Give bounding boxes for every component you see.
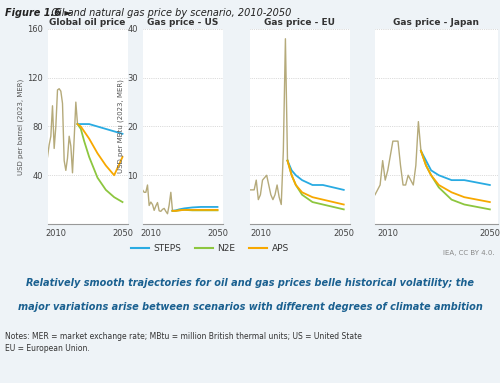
Title: Global oil price: Global oil price xyxy=(50,18,126,27)
Legend: STEPS, N2E, APS: STEPS, N2E, APS xyxy=(128,240,292,257)
Y-axis label: USD per barrel (2023, MER): USD per barrel (2023, MER) xyxy=(18,79,24,175)
Text: Notes: MER = market exchange rate; MBtu = million British thermal units; US = Un: Notes: MER = market exchange rate; MBtu … xyxy=(5,332,362,353)
Text: Oil and natural gas price by scenario, 2010-2050: Oil and natural gas price by scenario, 2… xyxy=(42,8,292,18)
Text: Relatively smooth trajectories for oil and gas prices belle historical volatilit: Relatively smooth trajectories for oil a… xyxy=(26,278,474,288)
Title: Gas price - EU: Gas price - EU xyxy=(264,18,336,27)
Text: major variations arise between scenarios with different degrees of climate ambit: major variations arise between scenarios… xyxy=(18,301,482,311)
Title: Gas price - Japan: Gas price - Japan xyxy=(393,18,479,27)
Title: Gas price - US: Gas price - US xyxy=(147,18,218,27)
Text: Figure 1.6 ►: Figure 1.6 ► xyxy=(5,8,72,18)
Y-axis label: USD per MBtu (2023, MER): USD per MBtu (2023, MER) xyxy=(118,80,124,173)
Text: IEA, CC BY 4.0.: IEA, CC BY 4.0. xyxy=(444,250,495,256)
